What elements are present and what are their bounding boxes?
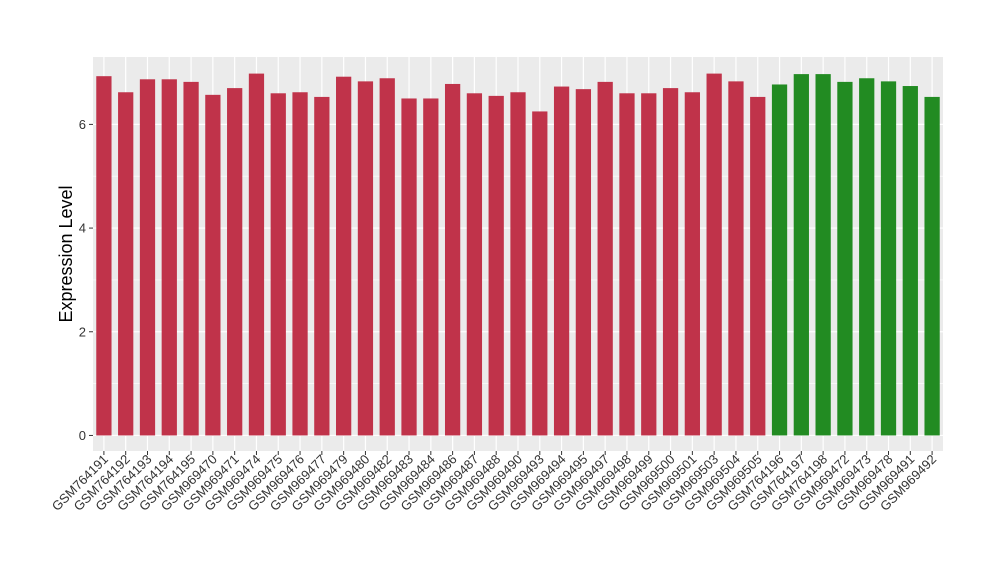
bar-GSM969504 — [728, 81, 744, 436]
bar-GSM969505 — [750, 96, 766, 436]
x-axis: GSM764191GSM764192GSM764193GSM764194GSM7… — [49, 451, 939, 514]
bar-GSM969472 — [837, 81, 853, 436]
bar-GSM969486 — [444, 83, 461, 436]
bar-GSM969483 — [401, 98, 417, 436]
bar-GSM969487 — [466, 93, 483, 436]
bar-GSM969475 — [270, 93, 286, 436]
bar-GSM969503 — [706, 73, 722, 436]
y-axis-title: Expression Level — [56, 185, 76, 322]
bar-GSM764198 — [815, 74, 831, 436]
bar-GSM969473 — [859, 78, 875, 436]
bars — [96, 73, 940, 436]
bar-GSM764192 — [118, 92, 134, 436]
bar-GSM969494 — [553, 86, 570, 436]
y-tick-label: 2 — [79, 324, 86, 339]
bar-GSM969474 — [248, 73, 265, 436]
bar-GSM969492 — [924, 96, 940, 436]
bar-GSM969479 — [336, 76, 352, 436]
bar-GSM969470 — [205, 94, 221, 436]
y-axis: 0 2 4 6 — [79, 117, 93, 443]
bar-GSM969476 — [292, 92, 308, 436]
bar-GSM969480 — [357, 81, 374, 436]
bar-GSM969501 — [684, 92, 700, 436]
y-tick-label: 6 — [79, 117, 86, 132]
bar-GSM969500 — [662, 88, 679, 436]
bar-GSM764191 — [96, 76, 112, 436]
bar-GSM969478 — [880, 81, 897, 436]
bar-GSM969499 — [641, 93, 657, 436]
bar-GSM969490 — [510, 92, 526, 436]
bar-GSM969497 — [597, 81, 613, 436]
y-tick-label: 4 — [79, 221, 86, 236]
bar-GSM764194 — [161, 79, 177, 436]
bar-GSM764193 — [139, 79, 156, 436]
bar-GSM969488 — [488, 95, 504, 436]
y-tick-label: 0 — [79, 428, 86, 443]
bar-GSM969482 — [379, 78, 395, 436]
bar-GSM764195 — [183, 81, 199, 436]
bar-GSM764196 — [771, 84, 788, 436]
bar-GSM969484 — [423, 98, 439, 436]
bar-GSM969477 — [314, 96, 330, 436]
bar-GSM969471 — [227, 88, 243, 436]
bar-GSM969491 — [902, 86, 918, 436]
bar-GSM969493 — [532, 111, 548, 436]
bar-GSM969498 — [619, 93, 635, 436]
bar-GSM764197 — [793, 74, 809, 436]
bar-GSM969495 — [575, 89, 592, 436]
